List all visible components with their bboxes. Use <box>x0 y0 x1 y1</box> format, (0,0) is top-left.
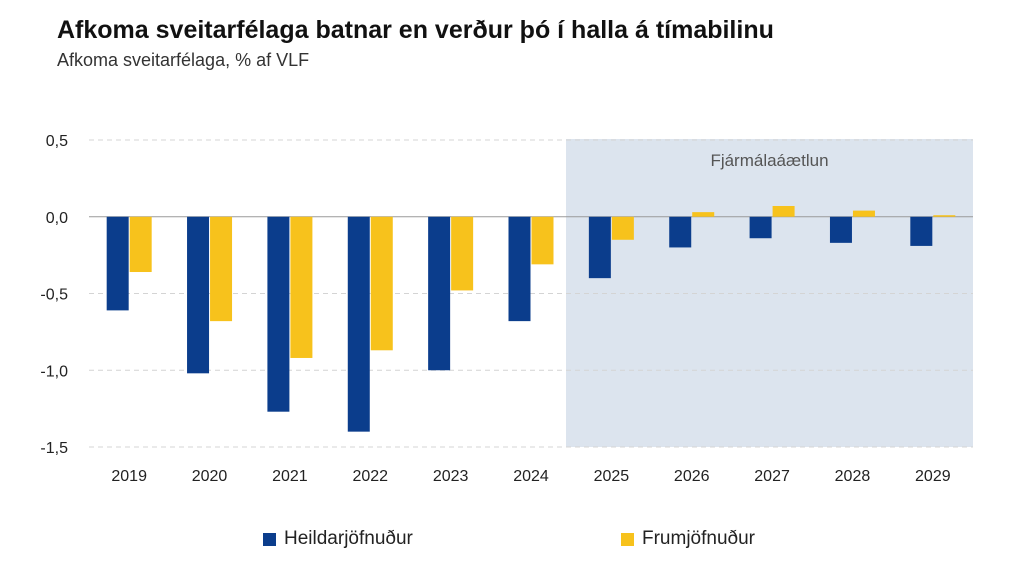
x-tick-label: 2028 <box>835 468 871 485</box>
forecast-band-label: Fjármálaáætlun <box>710 151 828 170</box>
bar-heildarjofnudur-2025 <box>588 216 611 279</box>
legend: Heildarjöfnuður Frumjöfnuður <box>0 528 1024 552</box>
bar-frumjofnudur-2027 <box>772 206 795 217</box>
bar-frumjofnudur-2029 <box>933 215 956 217</box>
legend-item-heildarjofnudur: Heildarjöfnuður <box>263 528 413 550</box>
y-tick-label: 0,5 <box>46 133 68 150</box>
bar-frumjofnudur-2021 <box>290 216 313 358</box>
chart-title: Afkoma sveitarfélaga batnar en verður þó… <box>57 16 774 44</box>
x-tick-label: 2020 <box>192 468 228 485</box>
y-tick-label: -1,0 <box>40 363 68 380</box>
bar-heildarjofnudur-2023 <box>428 216 451 371</box>
bar-frumjofnudur-2023 <box>451 216 474 291</box>
bar-frumjofnudur-2028 <box>852 210 875 217</box>
y-tick-label: 0,0 <box>46 210 68 227</box>
y-tick-label: -1,5 <box>40 440 68 457</box>
x-tick-label: 2021 <box>272 468 308 485</box>
bar-heildarjofnudur-2021 <box>267 216 290 412</box>
x-tick-label: 2019 <box>111 468 147 485</box>
legend-swatch-frumjofnudur <box>621 532 634 546</box>
bar-frumjofnudur-2019 <box>129 216 152 273</box>
x-tick-label: 2024 <box>513 468 549 485</box>
bar-heildarjofnudur-2022 <box>347 216 370 432</box>
bar-heildarjofnudur-2020 <box>187 216 210 374</box>
bar-heildarjofnudur-2027 <box>749 216 772 239</box>
bar-frumjofnudur-2026 <box>692 212 715 217</box>
x-tick-label: 2027 <box>754 468 790 485</box>
bar-heildarjofnudur-2028 <box>829 216 852 243</box>
bar-frumjofnudur-2024 <box>531 216 554 265</box>
y-tick-label: -0,5 <box>40 287 68 304</box>
bar-heildarjofnudur-2029 <box>910 216 933 246</box>
bar-chart: Fjármálaáætlun 0,5 0,0 -0,5 -1,0 -1,5 2019 20… <box>40 133 973 485</box>
x-tick-label: 2022 <box>352 468 388 485</box>
x-tick-label: 2023 <box>433 468 469 485</box>
legend-swatch-heildarjofnudur <box>263 532 276 546</box>
legend-item-frumjofnudur: Frumjöfnuður <box>621 528 755 550</box>
legend-label-frumjofnudur: Frumjöfnuður <box>642 528 755 549</box>
x-tick-label: 2025 <box>594 468 630 485</box>
x-tick-label: 2029 <box>915 468 951 485</box>
bar-heildarjofnudur-2019 <box>106 216 129 311</box>
x-tick-label: 2026 <box>674 468 710 485</box>
bar-frumjofnudur-2025 <box>611 216 634 240</box>
bar-heildarjofnudur-2026 <box>669 216 692 248</box>
bar-heildarjofnudur-2024 <box>508 216 531 322</box>
bar-frumjofnudur-2022 <box>370 216 393 351</box>
legend-label-heildarjofnudur: Heildarjöfnuður <box>284 528 413 549</box>
chart-subtitle: Afkoma sveitarfélaga, % af VLF <box>57 50 310 70</box>
bar-frumjofnudur-2020 <box>210 216 233 322</box>
